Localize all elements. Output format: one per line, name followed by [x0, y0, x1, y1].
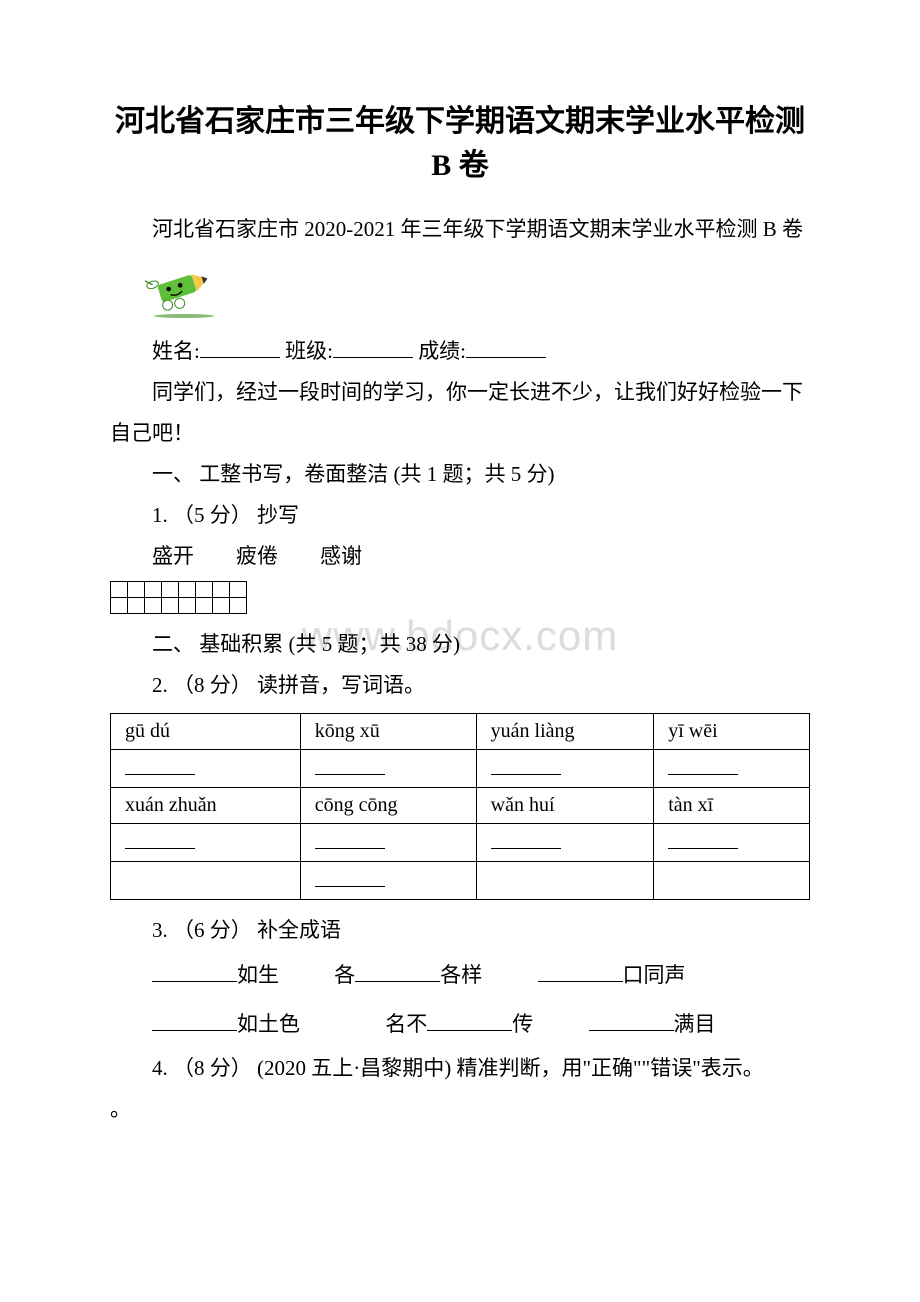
idiom-text: 各样 — [440, 963, 482, 987]
question-2: 2. （8 分） 读拼音，写词语。 — [110, 665, 810, 706]
table-row — [111, 824, 810, 862]
idiom-text: 如土色 — [237, 1012, 300, 1036]
name-blank[interactable] — [200, 337, 280, 358]
answer-cell[interactable] — [476, 862, 654, 900]
pencil-icon — [142, 256, 810, 325]
idiom-blank[interactable] — [538, 963, 623, 982]
idiom-blank[interactable] — [355, 963, 440, 982]
idiom-line-1: 如生 各 各样 口同声 — [110, 951, 810, 999]
idiom-line-2: 如土色 名不 传 满目 — [110, 1000, 810, 1048]
idiom-text: 满目 — [674, 1012, 716, 1036]
answer-cell[interactable] — [654, 824, 810, 862]
answer-cell[interactable] — [111, 824, 301, 862]
answer-cell[interactable] — [654, 750, 810, 788]
score-blank[interactable] — [466, 337, 546, 358]
pinyin-cell: yuán liàng — [476, 714, 654, 750]
page-title: 河北省石家庄市三年级下学期语文期末学业水平检测 B 卷 — [110, 100, 810, 187]
class-label: 班级: — [285, 339, 333, 363]
pinyin-cell: wǎn huí — [476, 788, 654, 824]
student-info-line: 姓名: 班级: 成绩: — [110, 331, 810, 372]
idiom-blank[interactable] — [152, 1012, 237, 1031]
answer-cell[interactable] — [654, 862, 810, 900]
idiom-blank[interactable] — [589, 1012, 674, 1031]
answer-cell[interactable] — [476, 750, 654, 788]
idiom-text: 传 — [512, 1012, 533, 1036]
writing-grid[interactable] — [110, 581, 810, 614]
question-1: 1. （5 分） 抄写 — [110, 495, 810, 536]
section-2-heading: 二、 基础积累 (共 5 题；共 38 分) — [110, 624, 810, 665]
pinyin-table: gū dú kōng xū yuán liàng yī wēi xuán zhu… — [110, 713, 810, 900]
table-row — [111, 862, 810, 900]
answer-cell[interactable] — [300, 750, 476, 788]
table-row — [111, 750, 810, 788]
idiom-blank[interactable] — [152, 963, 237, 982]
pinyin-cell: cōng cōng — [300, 788, 476, 824]
answer-cell[interactable] — [111, 862, 301, 900]
idiom-text: 如生 — [237, 963, 279, 987]
pinyin-cell: xuán zhuǎn — [111, 788, 301, 824]
pinyin-cell: gū dú — [111, 714, 301, 750]
pinyin-cell: yī wēi — [654, 714, 810, 750]
document-content: 河北省石家庄市三年级下学期语文期末学业水平检测 B 卷 河北省石家庄市 2020… — [110, 100, 810, 1130]
question-4: 4. （8 分） (2020 五上·昌黎期中) 精准判断，用"正确""错误"表示… — [110, 1048, 810, 1089]
answer-cell[interactable] — [300, 824, 476, 862]
table-row: gū dú kōng xū yuán liàng yī wēi — [111, 714, 810, 750]
answer-cell[interactable] — [476, 824, 654, 862]
copy-words: 盛开 疲倦 感谢 — [110, 536, 810, 577]
subtitle-text: 河北省石家庄市 2020-2021 年三年级下学期语文期末学业水平检测 B 卷 — [152, 217, 803, 241]
answer-cell[interactable] — [300, 862, 476, 900]
idiom-text: 名不 — [385, 1012, 427, 1036]
answer-cell[interactable] — [111, 750, 301, 788]
question-3: 3. （6 分） 补全成语 — [110, 910, 810, 951]
question-4-tail: 。 — [110, 1089, 810, 1130]
idiom-blank[interactable] — [427, 1012, 512, 1031]
score-label: 成绩: — [418, 339, 466, 363]
name-label: 姓名: — [152, 339, 200, 363]
subtitle-line: 河北省石家庄市 2020-2021 年三年级下学期语文期末学业水平检测 B 卷 — [110, 209, 810, 250]
table-row: xuán zhuǎn cōng cōng wǎn huí tàn xī — [111, 788, 810, 824]
idiom-text: 口同声 — [623, 963, 686, 987]
section-1-heading: 一、 工整书写，卷面整洁 (共 1 题；共 5 分) — [110, 454, 810, 495]
intro-text: 同学们，经过一段时间的学习，你一定长进不少，让我们好好检验一下自己吧！ — [110, 372, 810, 454]
pinyin-cell: tàn xī — [654, 788, 810, 824]
pinyin-cell: kōng xū — [300, 714, 476, 750]
class-blank[interactable] — [333, 337, 413, 358]
idiom-text: 各 — [334, 963, 355, 987]
